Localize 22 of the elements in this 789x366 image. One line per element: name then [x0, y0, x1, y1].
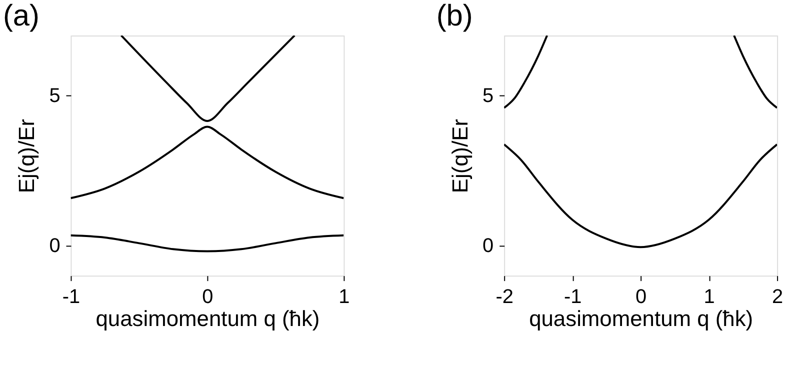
line-series: [120, 35, 296, 122]
chart-title: (a): [2, 0, 40, 33]
x-tick-label: 0: [202, 286, 214, 308]
x-axis-title: quasimomentum q (ħk): [96, 306, 320, 331]
x-tick-label: 1: [704, 286, 715, 308]
line-series: [504, 143, 778, 248]
line-series: [70, 126, 344, 200]
line-series: [733, 35, 778, 109]
x-tick-label: -1: [62, 286, 80, 308]
y-tick-label: 5: [49, 84, 60, 107]
x-tick-label: 0: [636, 286, 647, 308]
x-tick-label: 2: [772, 286, 784, 308]
x-tick-label: -2: [496, 286, 514, 308]
y-axis-title: Ej(q)/Er: [14, 118, 40, 194]
chart-title: (b): [436, 0, 473, 33]
line-series: [504, 35, 548, 109]
x-axis-title: quasimomentum q (ħk): [529, 306, 754, 331]
line-series: [70, 234, 344, 252]
x-tick-label: 1: [338, 286, 350, 308]
x-tick-label: -1: [564, 286, 582, 308]
y-tick-label: 5: [482, 84, 494, 107]
y-axis-title: Ej(q)/Er: [448, 118, 473, 194]
